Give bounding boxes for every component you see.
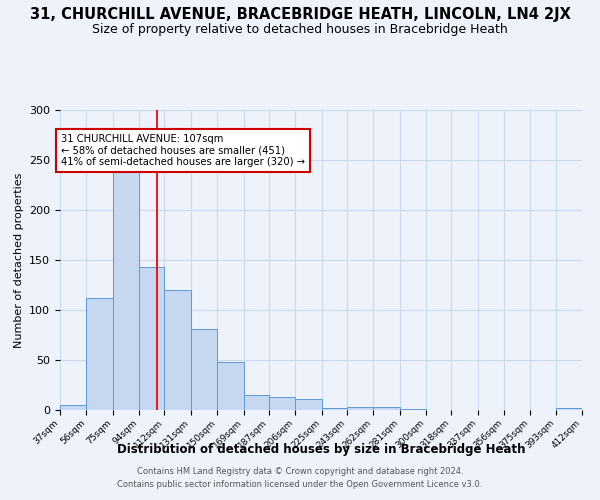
Bar <box>217 362 244 410</box>
Bar <box>244 395 269 410</box>
Bar <box>322 408 347 410</box>
Bar <box>191 329 217 410</box>
Bar <box>60 405 86 410</box>
Bar <box>164 290 191 410</box>
Bar <box>113 165 139 410</box>
Text: Distribution of detached houses by size in Bracebridge Heath: Distribution of detached houses by size … <box>117 442 525 456</box>
Text: 31 CHURCHILL AVENUE: 107sqm
← 58% of detached houses are smaller (451)
41% of se: 31 CHURCHILL AVENUE: 107sqm ← 58% of det… <box>61 134 305 167</box>
Bar <box>347 407 373 410</box>
Bar <box>269 397 295 410</box>
Bar <box>400 409 426 410</box>
Bar <box>86 298 113 410</box>
Y-axis label: Number of detached properties: Number of detached properties <box>14 172 23 348</box>
Bar <box>295 399 322 410</box>
Bar <box>373 407 400 410</box>
Bar <box>556 408 582 410</box>
Text: Contains HM Land Registry data © Crown copyright and database right 2024.
Contai: Contains HM Land Registry data © Crown c… <box>118 468 482 489</box>
Bar <box>139 267 164 410</box>
Text: Size of property relative to detached houses in Bracebridge Heath: Size of property relative to detached ho… <box>92 22 508 36</box>
Text: 31, CHURCHILL AVENUE, BRACEBRIDGE HEATH, LINCOLN, LN4 2JX: 31, CHURCHILL AVENUE, BRACEBRIDGE HEATH,… <box>29 8 571 22</box>
